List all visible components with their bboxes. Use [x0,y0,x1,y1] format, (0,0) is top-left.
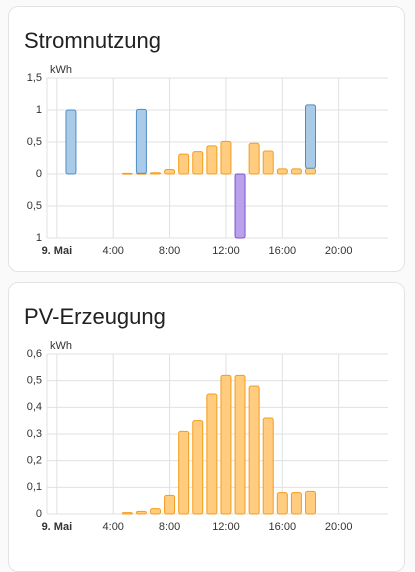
x-tick-label: 20:00 [325,521,353,533]
bar [276,492,288,515]
y-tick-label: 1 [36,232,42,244]
x-tick-label: 9. Mai [42,521,73,533]
y-tick-label: 0,4 [27,401,42,413]
bar [192,151,204,175]
bar [206,145,218,175]
y-tick-label: 0,2 [27,455,42,467]
x-tick-label: 16:00 [269,521,297,533]
x-tick-label: 16:00 [269,245,297,257]
bar [276,168,288,175]
bar [135,108,147,174]
bar [262,150,274,175]
x-tick-label: 9. Mai [42,245,73,257]
bar [135,510,147,515]
bar [164,169,176,175]
chart-title: Stromnutzung [24,28,161,53]
bar [121,512,133,515]
y-tick-label: 0 [36,508,42,520]
bar [248,385,260,515]
chart-title: PV-Erzeugung [24,304,166,329]
x-tick-label: 4:00 [103,245,124,257]
bar [220,140,232,175]
bar [150,508,161,515]
y-tick-label: 0,1 [27,481,42,493]
x-tick-label: 12:00 [212,245,240,257]
bar [206,393,218,515]
bar [290,492,302,515]
bar [121,172,133,175]
bar [248,142,260,175]
y-unit: kWh [50,340,72,352]
bar [65,109,77,175]
y-tick-label: 1,5 [27,72,42,84]
x-tick-label: 12:00 [212,521,240,533]
page: Stromnutzung kWh 1,5 1 0,5 0 0,5 1 9. Mai 4:00 8:0… [8,6,405,572]
y-unit: kWh [50,64,72,76]
y-tick-label: 0,6 [27,348,42,360]
y-tick-label: 0,5 [27,375,42,387]
bar [220,374,232,515]
y-tick-label: 0,5 [27,136,42,148]
y-tick-label: 1 [36,104,42,116]
bar [234,173,246,239]
bar [150,172,161,175]
bar [178,153,190,175]
bar [178,430,190,515]
y-tick-label: 0,3 [27,428,42,440]
bar [290,168,302,175]
bar [305,167,316,175]
x-tick-label: 8:00 [159,521,180,533]
x-tick-label: 20:00 [325,245,353,257]
bar [234,374,246,515]
bar [164,494,176,515]
bar [305,104,316,169]
bar [262,417,274,515]
bar [305,490,316,515]
bar [192,420,204,515]
x-tick-label: 8:00 [159,245,180,257]
y-tick-label: 0,5 [27,200,42,212]
x-tick-label: 4:00 [103,521,124,533]
y-tick-label: 0 [36,168,42,180]
